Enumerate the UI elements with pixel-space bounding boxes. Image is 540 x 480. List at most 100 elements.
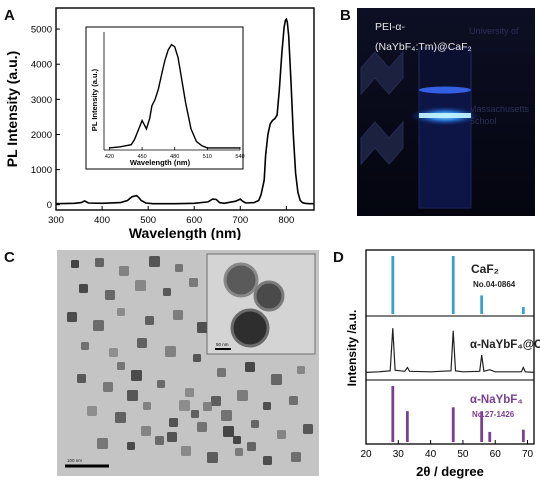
reference-peak-bar	[480, 295, 484, 314]
background-text-2: Massachusetts	[469, 104, 530, 114]
nanoparticle	[127, 390, 138, 401]
x-tick-label: 300	[48, 215, 64, 226]
nanoparticle	[127, 442, 135, 450]
inset-particle	[253, 280, 285, 312]
scale-label: 100 nm	[67, 458, 82, 463]
nanoparticle	[179, 400, 190, 411]
panel-b-letter-holder: B	[340, 7, 351, 24]
x-axis-label: 2θ / degree	[416, 464, 484, 479]
nanoparticle	[79, 284, 88, 293]
nanoparticle	[117, 308, 125, 316]
nanoparticle	[271, 374, 282, 385]
nanoparticle	[297, 366, 305, 374]
inset-spectrum-line	[109, 43, 240, 149]
series-ref-nayb: No.27-1426	[472, 410, 515, 419]
nanoparticle	[173, 310, 183, 320]
reference-peak-bar	[451, 407, 455, 442]
nanoparticle	[103, 382, 113, 392]
panel-label-b: B	[340, 7, 351, 24]
nanoparticle	[185, 388, 194, 397]
y-tick-label: 4000	[31, 60, 52, 71]
sample-label-line2: (NaYbF₄:Tm)@CaF₂	[375, 41, 472, 53]
y-tick-label: 2000	[31, 130, 52, 141]
nanoparticle	[289, 396, 298, 405]
inset-ylabel: PL Intensity (a.u.)	[90, 68, 99, 131]
cuvette-photo: University of Massachusetts School PEI-α…	[357, 8, 535, 216]
nanoparticle	[247, 442, 256, 451]
nanoparticle	[155, 436, 164, 445]
x-tick-label: 500	[140, 215, 156, 226]
nanoparticle	[119, 266, 129, 276]
xrd-measured-line	[365, 328, 535, 373]
nanoparticle	[93, 320, 104, 331]
nanoparticle	[221, 410, 232, 421]
y-tick-label: 3000	[31, 95, 52, 106]
pl-spectrum-chart: A 300 400 500 600 700 800 0 1000 2000 3000 4000 500…	[4, 7, 315, 240]
x-tick-label: 60	[490, 449, 502, 460]
y-tick-label: 0	[47, 200, 52, 211]
panel-label-c: C	[4, 249, 15, 266]
x-tick-label: 40	[425, 449, 437, 460]
x-tick-label: 400	[94, 215, 110, 226]
nanoparticle	[203, 402, 212, 411]
y-axis-label: Intensity /a.u.	[345, 310, 359, 387]
nanoparticle	[303, 424, 313, 434]
nanoparticle	[165, 346, 176, 357]
nanoparticle	[223, 426, 234, 437]
inset-x-tick-label: 480	[170, 154, 179, 160]
nanoparticle	[105, 290, 115, 300]
plot-frame	[55, 7, 315, 211]
inset-particle	[230, 308, 270, 348]
nanoparticle	[291, 452, 301, 462]
x-tick-label: 700	[232, 215, 248, 226]
background-logos	[360, 50, 404, 166]
nanoparticle	[193, 354, 201, 362]
nanoparticle	[245, 362, 255, 372]
nanoparticle	[277, 430, 286, 439]
inset-scale-label: 50 nm	[216, 342, 229, 347]
background-text-3: School	[469, 116, 497, 126]
y-tick-label: 1000	[31, 165, 52, 176]
reference-peak-bar	[480, 411, 484, 442]
nanoparticle	[115, 412, 126, 423]
reference-peak-bar	[488, 431, 492, 442]
x-tick-label: 70	[522, 449, 534, 460]
nanoparticle	[143, 402, 151, 410]
nanoparticle	[117, 362, 125, 370]
nanoparticle	[237, 390, 248, 401]
reference-peak-bar	[405, 411, 409, 442]
nanoparticle	[141, 426, 151, 436]
inset-x-tick-label: 510	[203, 154, 212, 160]
sample-label-line1: PEI-α-	[375, 21, 405, 33]
nanoparticle	[67, 312, 77, 322]
nanoparticle	[197, 322, 208, 333]
nanoparticle	[217, 368, 226, 377]
reference-peak-bar	[391, 386, 395, 442]
nanoparticle	[167, 432, 177, 442]
x-tick-label: 800	[278, 215, 294, 226]
inset-x-tick-label: 540	[235, 154, 244, 160]
nanoparticle	[131, 370, 142, 381]
nanoparticle	[135, 280, 146, 291]
x-axis-label: Wavelength (nm)	[129, 225, 241, 240]
panel-label-d: D	[333, 249, 344, 266]
y-tick-label: 5000	[31, 25, 52, 36]
nanoparticle	[145, 316, 154, 325]
nanoparticle	[251, 420, 259, 428]
xrd-chart: D 20 30 40 50 60 70 CaF₂ No.04-0864 α-NaYbF₄@…	[333, 249, 540, 479]
nanoparticle	[149, 256, 160, 267]
panel-label-a: A	[4, 7, 15, 24]
nanoparticle	[157, 380, 165, 388]
nanoparticle	[197, 422, 207, 432]
nanoparticle	[181, 446, 191, 456]
nanoparticle	[163, 288, 171, 296]
x-tick-label: 30	[393, 449, 405, 460]
nanoparticle	[233, 436, 241, 444]
series-ref-caf2: No.04-0864	[473, 280, 516, 289]
nanoparticle	[77, 374, 86, 383]
nanoparticle	[263, 402, 271, 410]
liquid-surface	[419, 86, 471, 94]
reference-peak-bar	[521, 307, 525, 314]
plot-frame	[365, 249, 535, 445]
nanoparticle	[235, 448, 243, 456]
